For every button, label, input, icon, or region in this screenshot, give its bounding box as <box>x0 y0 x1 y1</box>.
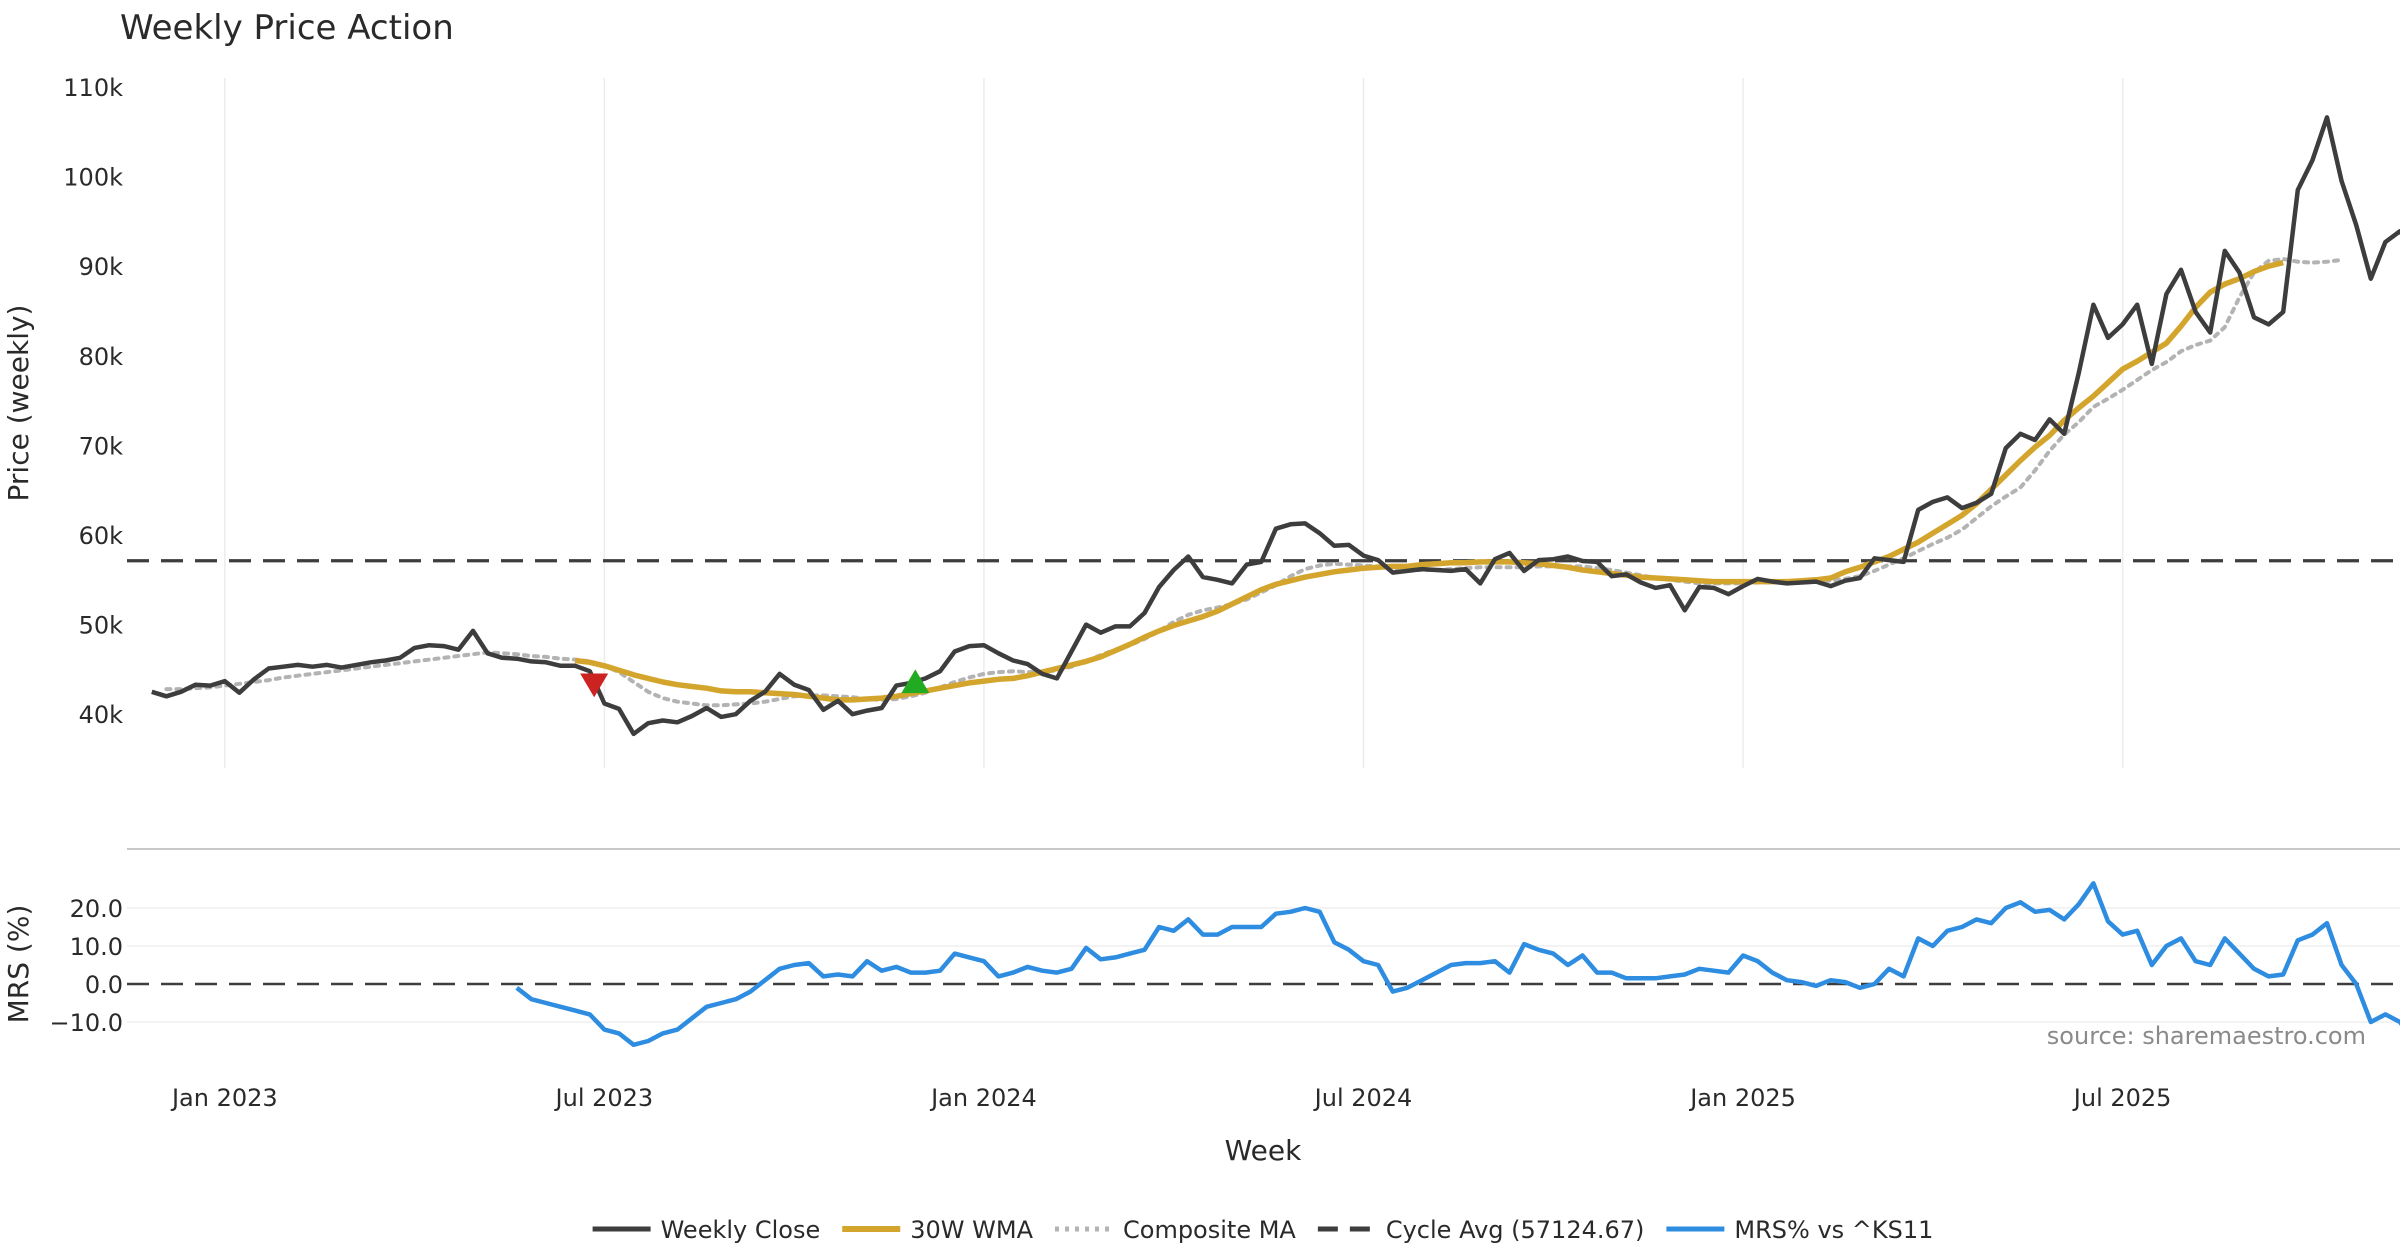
x-axis-label: Week <box>1225 1134 1302 1167</box>
legend-label-1: Weekly Close <box>661 1216 821 1244</box>
price-gridlines <box>224 78 2124 768</box>
wma-30w-line <box>574 259 2284 703</box>
mrs-y-tick-2: 10.0 <box>70 933 123 961</box>
price-y-tick-50k: 50k <box>79 612 124 640</box>
legend-item-2: 30W WMA <box>842 1216 1034 1244</box>
price-y-tick-80k: 80k <box>79 343 124 371</box>
legend: Weekly Close 30W WMA Composite MA Cycle Avg… <box>592 1216 1933 1244</box>
mrs-axis-label: MRS (%) <box>2 905 35 1024</box>
price-y-ticks: 40k 50k 60k 70k 80k 90k 100k 110k <box>63 74 123 729</box>
x-tick-3: Jan 2024 <box>929 1084 1037 1112</box>
mrs-y-tick-1: 20.0 <box>70 895 123 923</box>
x-ticks: Jan 2023 Jul 2023 Jan 2024 Jul 2024 Jan 2025… <box>170 1084 2172 1112</box>
mrs-y-tick-3: 0.0 <box>85 971 123 999</box>
x-tick-2: Jul 2023 <box>554 1084 654 1112</box>
mrs-line <box>515 881 2400 1048</box>
legend-label-2: 30W WMA <box>910 1216 1033 1244</box>
buy-signal-marker <box>901 669 930 694</box>
legend-item-3: Composite MA <box>1055 1216 1296 1244</box>
legend-label-3: Composite MA <box>1123 1216 1296 1244</box>
signal-markers <box>580 669 930 698</box>
chart-title: Weekly Price Action <box>120 8 454 48</box>
price-y-tick-100k: 100k <box>63 164 123 192</box>
legend-item-1: Weekly Close <box>592 1216 821 1244</box>
mrs-y-tick-4: −10.0 <box>49 1009 123 1037</box>
source-note: source: sharemaestro.com <box>2047 1022 2366 1050</box>
sell-signal-marker <box>580 673 609 698</box>
legend-label-4: Cycle Avg (57124.67) <box>1386 1216 1645 1244</box>
x-tick-6: Jul 2025 <box>2072 1084 2172 1112</box>
price-y-tick-60k: 60k <box>79 522 124 550</box>
x-tick-1: Jan 2023 <box>170 1084 278 1112</box>
legend-label-5: MRS% vs ^KS11 <box>1734 1216 1933 1244</box>
price-y-tick-40k: 40k <box>79 701 124 729</box>
price-y-tick-90k: 90k <box>79 253 124 281</box>
x-tick-5: Jan 2025 <box>1688 1084 1796 1112</box>
x-tick-4: Jul 2024 <box>1313 1084 1413 1112</box>
legend-item-4: Cycle Avg (57124.67) <box>1317 1216 1645 1244</box>
mrs-gridlines <box>127 907 2400 1023</box>
price-y-tick-70k: 70k <box>79 432 124 460</box>
legend-item-5: MRS% vs ^KS11 <box>1666 1216 1933 1244</box>
weekly-close-line <box>151 115 2400 737</box>
price-series <box>127 115 2400 737</box>
mrs-y-ticks: 20.0 10.0 0.0 −10.0 <box>49 895 123 1037</box>
composite-ma-line <box>164 256 2344 708</box>
price-axis-label: Price (weekly) <box>2 305 35 502</box>
mrs-series <box>515 881 2400 1048</box>
price-y-tick-110k: 110k <box>63 74 123 102</box>
